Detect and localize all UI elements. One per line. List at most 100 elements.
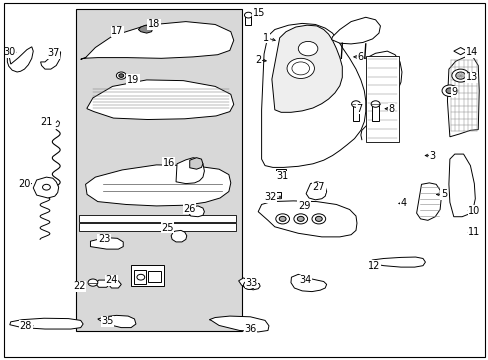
Polygon shape (261, 23, 365, 167)
Bar (270, 196, 273, 199)
Polygon shape (10, 318, 83, 329)
Text: 37: 37 (47, 48, 60, 58)
Text: 31: 31 (275, 171, 288, 181)
Polygon shape (271, 25, 342, 112)
Text: 30: 30 (3, 47, 16, 57)
Circle shape (298, 41, 317, 56)
Text: 13: 13 (465, 72, 477, 82)
Polygon shape (305, 182, 326, 200)
Bar (79, 223, 235, 231)
Circle shape (119, 74, 123, 77)
Polygon shape (331, 17, 380, 44)
Circle shape (275, 214, 289, 224)
Polygon shape (448, 154, 474, 217)
Bar (147, 271, 161, 282)
Text: 32: 32 (264, 192, 276, 202)
Circle shape (116, 72, 126, 79)
Text: 17: 17 (111, 26, 123, 36)
Polygon shape (90, 238, 123, 249)
Polygon shape (33, 177, 59, 198)
Text: 35: 35 (101, 316, 114, 326)
Bar (371, 106, 378, 121)
Text: 22: 22 (73, 281, 86, 291)
Text: 24: 24 (105, 275, 118, 285)
Circle shape (315, 216, 322, 221)
Text: 6: 6 (357, 52, 363, 62)
Polygon shape (81, 22, 233, 59)
Polygon shape (189, 158, 203, 169)
Polygon shape (98, 315, 136, 328)
Circle shape (293, 214, 307, 224)
Polygon shape (290, 274, 326, 292)
Text: 23: 23 (98, 234, 110, 244)
Polygon shape (176, 158, 204, 184)
Circle shape (297, 216, 304, 221)
Circle shape (451, 69, 468, 82)
Bar (79, 215, 235, 222)
Text: 9: 9 (451, 87, 457, 97)
Text: 14: 14 (465, 47, 477, 57)
Polygon shape (108, 281, 121, 288)
Polygon shape (41, 50, 61, 69)
Circle shape (137, 274, 144, 280)
Bar (245, 16, 251, 25)
Bar (352, 106, 359, 121)
Text: 2: 2 (255, 55, 261, 65)
Text: 12: 12 (367, 261, 380, 271)
Bar (276, 169, 285, 176)
Bar (267, 192, 280, 198)
Text: 20: 20 (18, 179, 31, 189)
Polygon shape (453, 48, 466, 55)
Text: 11: 11 (467, 227, 480, 237)
Text: 15: 15 (252, 8, 265, 18)
Text: 5: 5 (440, 189, 446, 199)
Circle shape (291, 62, 309, 75)
Circle shape (311, 214, 325, 224)
Text: 33: 33 (245, 278, 258, 288)
Circle shape (455, 72, 465, 79)
Polygon shape (258, 201, 356, 237)
Polygon shape (187, 206, 204, 217)
Polygon shape (209, 316, 268, 332)
Polygon shape (238, 278, 260, 290)
Text: 21: 21 (40, 117, 53, 127)
Text: 19: 19 (126, 75, 139, 85)
Text: 29: 29 (297, 201, 310, 211)
Polygon shape (368, 257, 425, 267)
Text: 28: 28 (20, 321, 32, 331)
Bar (278, 196, 281, 199)
Polygon shape (416, 183, 440, 220)
Polygon shape (87, 80, 233, 120)
Text: 8: 8 (387, 104, 393, 114)
Text: 7: 7 (356, 104, 362, 114)
Text: 16: 16 (162, 158, 175, 168)
Polygon shape (171, 230, 186, 242)
Polygon shape (85, 165, 230, 206)
Circle shape (370, 101, 379, 107)
Bar (131, 265, 164, 286)
Text: 26: 26 (183, 204, 196, 214)
Circle shape (244, 12, 252, 18)
Circle shape (441, 85, 457, 96)
Circle shape (88, 279, 98, 286)
Polygon shape (447, 57, 478, 137)
Circle shape (351, 101, 360, 107)
Bar (365, 56, 398, 142)
Polygon shape (7, 47, 33, 72)
Polygon shape (138, 25, 152, 33)
Circle shape (286, 58, 314, 78)
Bar (274, 196, 277, 199)
Circle shape (279, 216, 285, 221)
Text: 18: 18 (147, 19, 160, 30)
Text: 34: 34 (298, 275, 311, 285)
Text: 36: 36 (244, 324, 257, 334)
Circle shape (42, 184, 50, 190)
Text: 27: 27 (312, 182, 325, 192)
Text: 3: 3 (429, 150, 435, 161)
Text: 4: 4 (400, 198, 406, 208)
Polygon shape (95, 280, 110, 287)
Text: 10: 10 (467, 206, 480, 216)
Text: 25: 25 (161, 222, 174, 233)
Bar (76, 9, 242, 331)
Text: 1: 1 (263, 33, 269, 43)
